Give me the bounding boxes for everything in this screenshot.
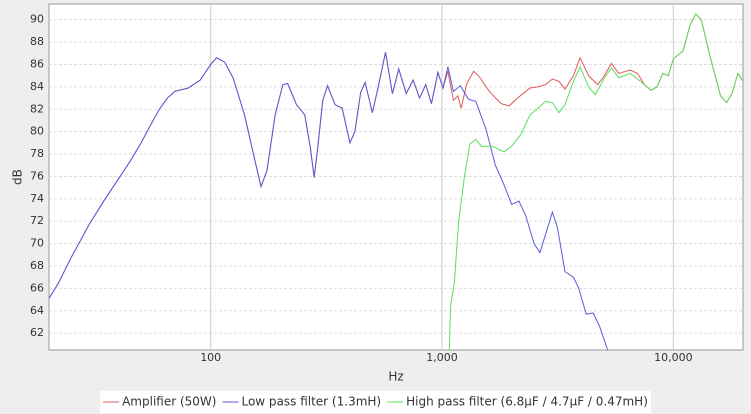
plot-area [48,3,744,351]
y-axis-label: dB [11,169,25,185]
y-tick-label: 76 [30,169,44,182]
x-tick-label: 10,000 [654,351,693,364]
y-tick-label: 66 [30,281,44,294]
y-tick-label: 72 [30,214,44,227]
series-line [448,13,743,350]
x-tick-label: 1,000 [426,351,458,364]
legend-label: Amplifier (50W) [122,395,216,409]
series-group [49,13,743,350]
y-tick-label: 68 [30,259,44,272]
y-tick-label: 70 [30,237,44,250]
y-tick-label: 86 [30,57,44,70]
legend [100,391,651,413]
legend-label: High pass filter (6.8µF / 4.7µF / 0.47mH… [406,395,648,409]
y-tick-label: 84 [30,80,44,93]
y-tick-label: 74 [30,192,44,205]
y-tick-label: 88 [30,35,44,48]
legend-label: Low pass filter (1.3mH) [241,395,381,409]
y-tick-label: 90 [30,13,44,26]
y-tick-label: 62 [30,326,44,339]
y-tick-label: 78 [30,147,44,160]
y-tick-label: 80 [30,125,44,138]
series-line [49,52,609,350]
legend-items: Amplifier (50W) Low pass filter (1.3mH) Hi… [103,395,648,409]
x-axis-label: Hz [388,370,403,384]
x-tick-label: 100 [200,351,221,364]
grid [49,4,743,350]
y-tick-label: 64 [30,304,44,317]
y-tick-label: 82 [30,102,44,115]
